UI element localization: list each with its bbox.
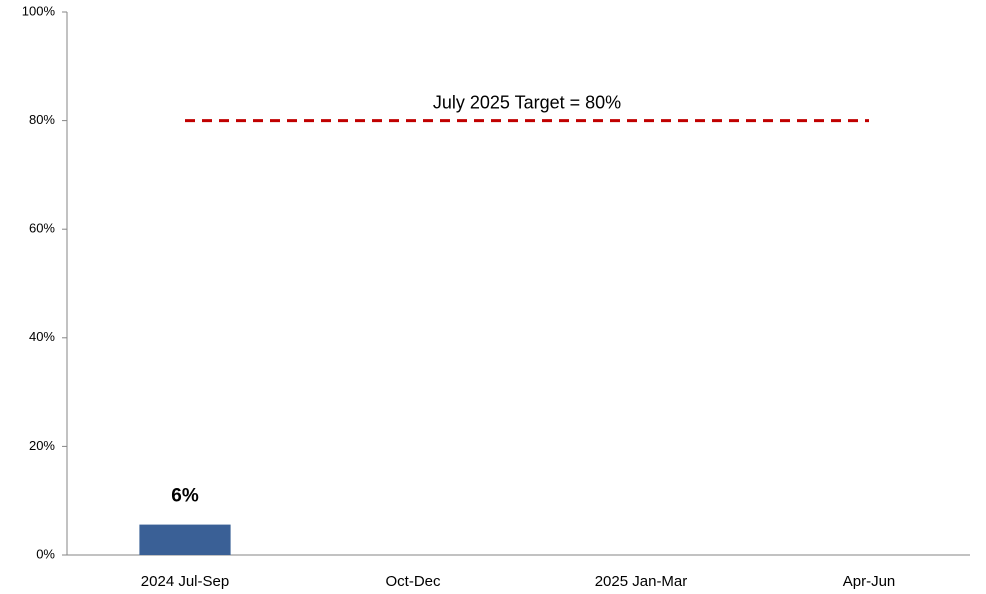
y-tick-label: 40%	[29, 329, 55, 344]
y-tick-label: 20%	[29, 438, 55, 453]
y-tick-label: 100%	[22, 3, 56, 18]
x-tick-label: 2025 Jan-Mar	[595, 573, 688, 590]
data-label: 6%	[171, 486, 199, 507]
x-tick-label: Apr-Jun	[843, 573, 896, 590]
y-tick-label: 80%	[29, 112, 55, 127]
x-tick-label: 2024 Jul-Sep	[141, 573, 229, 590]
x-tick-label: Oct-Dec	[385, 573, 441, 590]
y-tick-label: 0%	[36, 546, 55, 561]
bar	[139, 524, 231, 555]
target-label: July 2025 Target = 80%	[433, 92, 621, 112]
y-tick-label: 60%	[29, 221, 55, 236]
